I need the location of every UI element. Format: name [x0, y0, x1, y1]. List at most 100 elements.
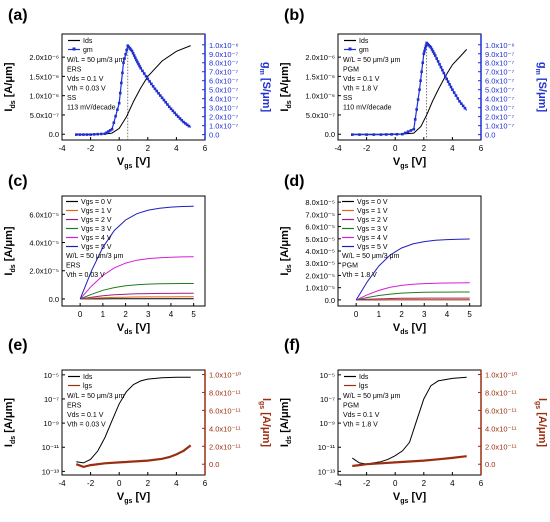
gm-marker — [407, 130, 410, 133]
y-tick-label: 10⁻¹³ — [318, 467, 336, 476]
gm-marker — [462, 105, 465, 108]
y2-tick-label: 0.0 — [209, 131, 219, 140]
y-axis-label: Ids [A/μm] — [3, 62, 17, 111]
gm-marker — [414, 118, 417, 121]
y2-tick-label: 0.0 — [485, 460, 495, 469]
gm-marker — [404, 132, 407, 135]
gm-marker — [358, 133, 361, 136]
legend-label: Vgs = 1 V — [81, 208, 112, 215]
legend-label: lgs — [359, 383, 368, 390]
annotation: 113 mV/decade — [67, 105, 116, 112]
legend-label: Vgs = 5 V — [81, 244, 112, 251]
x-tick-label: 0 — [78, 310, 83, 319]
annotation: Vds = 0.1 V — [343, 412, 380, 419]
gm-marker — [148, 80, 151, 83]
y-tick-label: 10⁻⁹ — [43, 419, 59, 428]
legend-label: gm — [83, 47, 93, 54]
x-tick-label: -4 — [58, 144, 66, 153]
annotation: Vds = 0.1 V — [67, 412, 104, 419]
legend-label: Vgs = 0 V — [357, 199, 388, 206]
gm-marker — [82, 133, 85, 136]
x-tick-label: -4 — [334, 144, 342, 153]
x-tick-label: 0 — [117, 479, 122, 488]
y2-tick-label: 8.0x10⁻¹¹ — [485, 388, 517, 397]
gm-marker — [419, 79, 422, 82]
y-tick-label: 0.0 — [49, 130, 59, 139]
x-axis-label: Vds [V] — [393, 322, 427, 336]
annotation: Vth = 1.8 V — [343, 422, 378, 429]
y2-tick-label: 6.0x10⁻⁷ — [209, 77, 238, 86]
y-tick-label: 10⁻⁵ — [320, 371, 335, 380]
y2-tick-label: 6.0x10⁻⁷ — [485, 77, 514, 86]
gm-marker — [444, 75, 447, 78]
gm-marker — [86, 133, 89, 136]
gm-marker — [118, 102, 121, 105]
gm-marker — [438, 63, 441, 66]
panel-label: (b) — [284, 7, 304, 24]
x-tick-label: 1 — [377, 310, 382, 319]
legend-label: Vgs = 2 V — [357, 217, 388, 224]
y-tick-label: 5.0x10⁻⁵ — [305, 235, 335, 244]
legend-label: gm — [359, 47, 369, 54]
gm-marker — [450, 86, 453, 89]
annotation: W/L = 50 μm/3 μm — [67, 393, 125, 400]
y2-tick-label: 1.0x10⁻¹⁰ — [209, 370, 241, 379]
gm-marker — [124, 53, 127, 56]
annotation: W/L = 50 μm/3 μm — [66, 253, 124, 260]
panel-label: (d) — [284, 173, 304, 190]
x-tick-label: 2 — [146, 479, 151, 488]
gm-marker — [418, 88, 421, 91]
gm-marker — [380, 133, 383, 136]
y-axis-label: Ids [A/μm] — [279, 226, 293, 275]
x-tick-label: 3 — [422, 310, 427, 319]
y-tick-label: 7.0x10⁻⁵ — [305, 210, 335, 219]
gm-marker — [451, 88, 454, 91]
y-tick-label: 0.0 — [325, 296, 335, 305]
gm-marker — [424, 47, 427, 50]
x-tick-label: -2 — [363, 479, 371, 488]
y-tick-label: 10⁻¹¹ — [318, 443, 336, 452]
y-tick-label: 1.0x10⁻⁶ — [29, 92, 59, 101]
y2-tick-label: 8.0x10⁻⁷ — [485, 59, 514, 68]
y2-tick-label: 4.0x10⁻⁷ — [209, 95, 238, 104]
gm-marker — [113, 121, 116, 124]
panel-label: (e) — [8, 337, 28, 354]
x-tick-label: -2 — [87, 479, 95, 488]
gm-marker — [100, 133, 103, 136]
gm-marker — [455, 94, 458, 97]
gm-marker — [412, 128, 415, 131]
x-tick-label: 1 — [101, 310, 106, 319]
gm-marker — [443, 72, 446, 75]
gm-marker — [93, 133, 96, 136]
gm-marker — [145, 75, 148, 78]
annotation: ERS — [66, 263, 81, 270]
gm-marker — [79, 133, 82, 136]
y2-tick-label: 6.0x10⁻¹¹ — [485, 406, 517, 415]
y2-tick-label: 4.0x10⁻¹¹ — [485, 424, 517, 433]
annotation: SS — [67, 95, 77, 102]
y2-tick-label: 1.0x10⁻¹⁰ — [485, 370, 517, 379]
gm-marker — [437, 60, 440, 63]
gm-marker — [159, 94, 162, 97]
x-tick-label: -4 — [334, 479, 342, 488]
y-tick-label: 0.0 — [49, 295, 59, 304]
annotation: W/L = 50 μm/3 μm — [67, 57, 125, 64]
y2-tick-label: 9.0x10⁻⁷ — [485, 50, 514, 59]
gm-marker — [143, 72, 146, 75]
legend-marker — [349, 48, 352, 51]
gm-marker — [421, 61, 424, 64]
x-tick-label: 2 — [399, 310, 404, 319]
x-tick-label: 0 — [117, 144, 122, 153]
y-tick-label: 6.0x10⁻⁵ — [29, 210, 59, 219]
legend-label: Ids — [83, 374, 93, 381]
y-tick-label: 2.0x10⁻⁶ — [29, 53, 59, 62]
y2-tick-label: 2.0x10⁻⁷ — [485, 113, 514, 122]
gm-marker — [441, 69, 444, 72]
y-tick-label: 4.0x10⁻⁵ — [29, 239, 59, 248]
